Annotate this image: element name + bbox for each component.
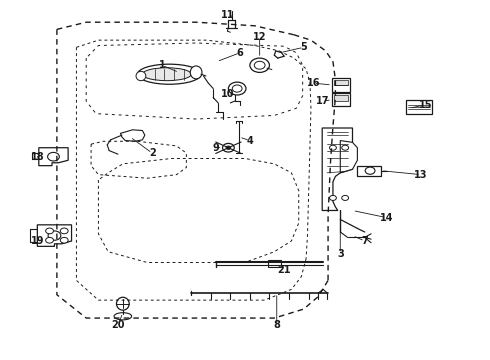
- Text: 9: 9: [212, 143, 219, 153]
- Text: 19: 19: [30, 236, 44, 246]
- Ellipse shape: [342, 195, 348, 201]
- Ellipse shape: [228, 82, 246, 95]
- Ellipse shape: [365, 167, 375, 174]
- Ellipse shape: [46, 237, 53, 243]
- Ellipse shape: [330, 145, 336, 150]
- Text: 5: 5: [300, 42, 307, 52]
- Text: 15: 15: [419, 100, 433, 110]
- Text: 6: 6: [237, 48, 244, 58]
- Ellipse shape: [48, 152, 59, 161]
- Ellipse shape: [330, 195, 336, 201]
- Ellipse shape: [46, 228, 53, 234]
- Polygon shape: [334, 80, 347, 85]
- Ellipse shape: [48, 231, 61, 240]
- Text: 2: 2: [149, 148, 155, 158]
- Ellipse shape: [114, 313, 132, 320]
- Bar: [357, 166, 381, 176]
- Text: 20: 20: [111, 320, 125, 330]
- Text: 14: 14: [380, 213, 393, 222]
- Text: 16: 16: [307, 78, 320, 88]
- Text: 4: 4: [246, 136, 253, 145]
- Polygon shape: [322, 128, 352, 211]
- Polygon shape: [332, 78, 350, 92]
- Polygon shape: [334, 95, 347, 101]
- Polygon shape: [340, 140, 357, 173]
- Ellipse shape: [222, 143, 234, 152]
- Text: 3: 3: [337, 248, 343, 258]
- Polygon shape: [37, 225, 72, 246]
- Ellipse shape: [226, 146, 231, 149]
- Polygon shape: [332, 93, 350, 106]
- Text: 18: 18: [30, 152, 44, 162]
- Polygon shape: [39, 148, 68, 166]
- Text: 1: 1: [159, 60, 165, 70]
- Ellipse shape: [136, 71, 146, 81]
- Bar: [269, 260, 281, 267]
- Bar: [406, 100, 432, 114]
- Text: 12: 12: [253, 32, 267, 41]
- Ellipse shape: [232, 85, 242, 92]
- Ellipse shape: [254, 61, 265, 69]
- Text: 8: 8: [273, 320, 280, 330]
- Text: 17: 17: [317, 96, 330, 106]
- Ellipse shape: [342, 145, 348, 150]
- Ellipse shape: [117, 297, 129, 310]
- Ellipse shape: [250, 58, 270, 72]
- Text: 7: 7: [361, 236, 368, 246]
- Text: 11: 11: [221, 10, 235, 20]
- Ellipse shape: [143, 68, 191, 81]
- Ellipse shape: [60, 237, 68, 243]
- Ellipse shape: [60, 228, 68, 234]
- Polygon shape: [121, 130, 145, 141]
- Ellipse shape: [190, 66, 202, 79]
- Text: 13: 13: [414, 170, 428, 180]
- Text: 21: 21: [277, 265, 291, 275]
- Text: 10: 10: [221, 89, 235, 99]
- Ellipse shape: [138, 64, 201, 84]
